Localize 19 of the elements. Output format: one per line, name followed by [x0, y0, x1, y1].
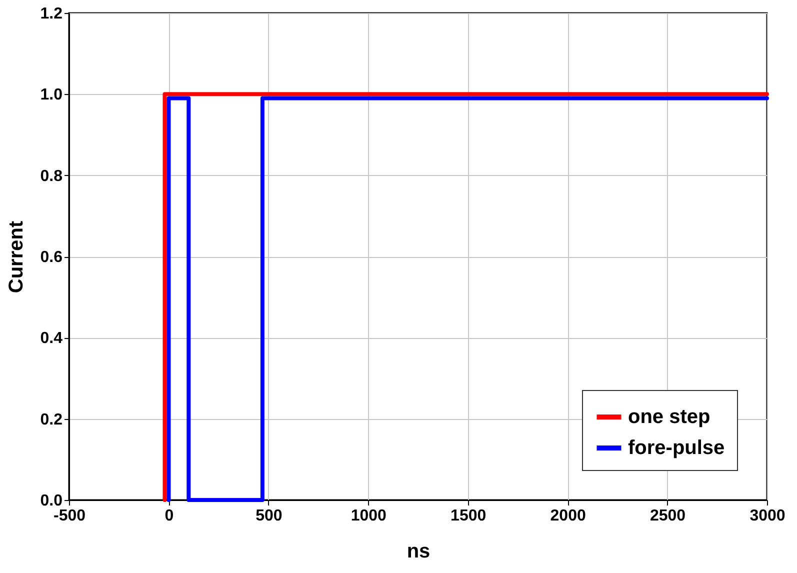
y-tick-label: 0.8	[40, 168, 63, 185]
x-tick-label: 500	[256, 508, 282, 524]
x-tick-label: -500	[53, 508, 86, 524]
x-tick-label: 1500	[450, 508, 486, 524]
legend-label: one step	[628, 406, 710, 428]
x-tick-label: 2000	[550, 508, 586, 524]
y-tick-label: 1.2	[40, 6, 63, 22]
legend-label: fore-pulse	[628, 437, 725, 459]
x-tick-label: 1000	[350, 508, 387, 524]
y-axis-title: Current	[5, 220, 28, 294]
x-axis-title: ns	[406, 540, 430, 562]
y-tick-label: 1.0	[40, 86, 63, 104]
y-tick-label: 0.2	[40, 411, 63, 428]
y-tick-label: 0.4	[40, 330, 63, 348]
x-tick-label: 3000	[750, 508, 786, 524]
y-tick-label: 0.0	[40, 492, 63, 510]
x-tick-label: 2500	[650, 508, 686, 524]
y-tick-label: 0.6	[40, 249, 63, 266]
x-tick-label: 0	[164, 508, 174, 524]
